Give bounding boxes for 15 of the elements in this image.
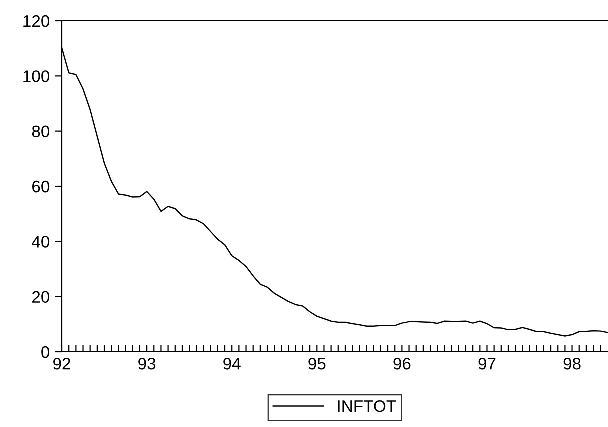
y-tick-label: 20 <box>32 291 50 304</box>
y-tick-label: 120 <box>24 15 50 28</box>
y-tick-label: 60 <box>32 180 50 193</box>
x-tick-label: 97 <box>478 358 496 370</box>
y-tick-label: 100 <box>24 70 50 82</box>
legend-label: INFTOT <box>338 400 396 412</box>
x-tick-label: 94 <box>224 358 241 370</box>
y-tick-label: 80 <box>32 126 50 138</box>
x-tick-label: 95 <box>308 358 326 370</box>
y-tick-label: 40 <box>32 236 50 248</box>
x-tick-label: 93 <box>138 358 156 370</box>
x-tick-label: 92 <box>54 358 70 370</box>
x-tick-label: 96 <box>394 358 411 370</box>
y-tick-label: 0 <box>42 346 50 358</box>
x-tick-label: 98 <box>564 358 581 370</box>
